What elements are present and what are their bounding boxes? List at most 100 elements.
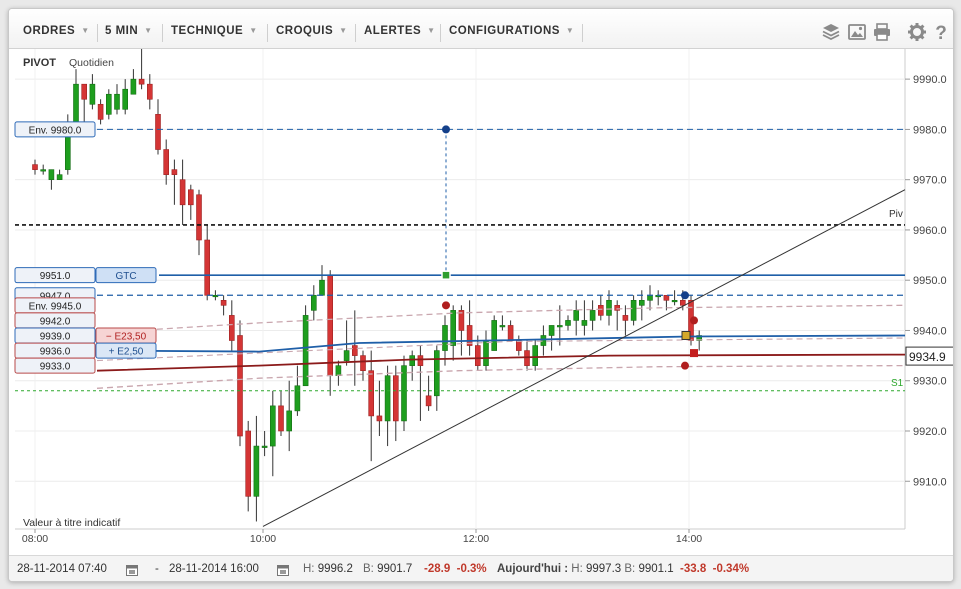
candle[interactable] bbox=[589, 310, 596, 321]
candle[interactable] bbox=[188, 189, 194, 206]
candle[interactable] bbox=[409, 355, 416, 366]
candle[interactable] bbox=[138, 78, 145, 85]
trendline[interactable] bbox=[262, 189, 906, 527]
candle[interactable] bbox=[565, 320, 571, 326]
candle[interactable] bbox=[220, 300, 227, 306]
candle[interactable] bbox=[130, 78, 137, 95]
candle[interactable] bbox=[368, 370, 375, 417]
order-marker[interactable] bbox=[441, 270, 451, 280]
order-tag-badge[interactable] bbox=[95, 267, 157, 284]
candle[interactable] bbox=[229, 315, 235, 341]
candle[interactable] bbox=[401, 365, 407, 422]
candle[interactable] bbox=[122, 88, 128, 110]
image-icon[interactable] bbox=[847, 22, 867, 42]
candle[interactable] bbox=[696, 335, 703, 341]
candle[interactable] bbox=[450, 310, 457, 346]
menu-interval[interactable]: 5 MIN ▼ bbox=[105, 25, 153, 37]
candle[interactable] bbox=[376, 415, 383, 422]
candle[interactable] bbox=[97, 103, 104, 120]
candle[interactable] bbox=[89, 83, 96, 105]
candle[interactable] bbox=[32, 164, 38, 170]
candle[interactable] bbox=[212, 294, 219, 298]
order-tag[interactable]: 9951.0 GTC bbox=[14, 267, 157, 284]
candle[interactable] bbox=[614, 305, 621, 311]
candle[interactable] bbox=[278, 405, 284, 432]
candle[interactable] bbox=[351, 345, 358, 356]
candle[interactable] bbox=[679, 300, 686, 306]
candle[interactable] bbox=[597, 305, 604, 316]
help-icon[interactable]: ? bbox=[931, 22, 951, 42]
calendar-icon[interactable] bbox=[126, 564, 138, 576]
candle[interactable] bbox=[573, 310, 580, 321]
menu-ordres[interactable]: ORDRES ▼ bbox=[23, 25, 90, 37]
candle[interactable] bbox=[548, 325, 555, 336]
order-marker[interactable] bbox=[690, 316, 698, 325]
candle[interactable] bbox=[48, 169, 55, 180]
candle[interactable] bbox=[540, 335, 547, 346]
order-tag[interactable]: 9936.0 + E2,50 bbox=[14, 342, 157, 359]
order-tag-box[interactable] bbox=[14, 267, 96, 284]
gear-icon[interactable] bbox=[907, 22, 927, 42]
order-tag[interactable]: Env. 9945.0 bbox=[14, 297, 96, 314]
price-chart[interactable]: Piv S1 9934.9 9910.0 9920.0 9930.0 9940.0 9950… bbox=[9, 9, 954, 555]
candle[interactable] bbox=[442, 325, 448, 351]
candle[interactable] bbox=[73, 83, 79, 125]
candle[interactable] bbox=[155, 114, 161, 150]
candle[interactable] bbox=[310, 294, 317, 311]
menu-croquis[interactable]: CROQUIS ▼ bbox=[276, 25, 348, 37]
candle[interactable] bbox=[556, 325, 563, 328]
candle[interactable] bbox=[106, 93, 112, 115]
order-tag[interactable]: 9942.0 bbox=[14, 312, 96, 329]
candle[interactable] bbox=[638, 300, 645, 306]
candle[interactable] bbox=[466, 325, 473, 346]
candle[interactable] bbox=[163, 149, 169, 175]
candle[interactable] bbox=[294, 385, 301, 412]
candle[interactable] bbox=[343, 350, 350, 361]
candle[interactable] bbox=[499, 325, 506, 328]
candle[interactable] bbox=[237, 335, 243, 437]
candle[interactable] bbox=[630, 300, 637, 321]
candle[interactable] bbox=[360, 355, 366, 371]
candle[interactable] bbox=[253, 445, 260, 497]
candle[interactable] bbox=[663, 294, 670, 301]
menu-configurations[interactable]: CONFIGURATIONS ▼ bbox=[449, 25, 575, 37]
order-marker[interactable] bbox=[681, 361, 689, 370]
plot-area[interactable] bbox=[15, 49, 905, 529]
candle[interactable] bbox=[425, 395, 432, 407]
candle[interactable] bbox=[458, 310, 465, 331]
candle[interactable] bbox=[433, 350, 440, 397]
order-marker[interactable] bbox=[690, 349, 698, 358]
candle[interactable] bbox=[532, 345, 539, 366]
candle[interactable] bbox=[671, 300, 678, 303]
candle[interactable] bbox=[647, 294, 653, 301]
candle[interactable] bbox=[417, 355, 424, 366]
order-tag-box[interactable] bbox=[14, 121, 96, 138]
candle[interactable] bbox=[179, 179, 186, 206]
order-tag-box[interactable] bbox=[14, 357, 96, 374]
order-tag-badge[interactable] bbox=[95, 342, 157, 359]
candle[interactable] bbox=[114, 93, 120, 110]
candle[interactable] bbox=[56, 174, 63, 180]
candle[interactable] bbox=[392, 375, 399, 422]
order-marker[interactable] bbox=[442, 301, 450, 310]
order-marker[interactable] bbox=[681, 330, 691, 340]
candle[interactable] bbox=[286, 410, 293, 432]
menu-technique[interactable]: TECHNIQUE ▼ bbox=[171, 25, 258, 37]
candle[interactable] bbox=[581, 320, 588, 326]
menu-alertes[interactable]: ALERTES ▼ bbox=[364, 25, 436, 37]
candle[interactable] bbox=[515, 340, 522, 351]
candle[interactable] bbox=[196, 194, 202, 241]
candle[interactable] bbox=[147, 83, 153, 100]
order-handle[interactable] bbox=[442, 125, 450, 134]
candle[interactable] bbox=[261, 445, 268, 448]
candle[interactable] bbox=[171, 169, 178, 175]
candle[interactable] bbox=[474, 345, 481, 366]
order-tag[interactable]: 9933.0 bbox=[14, 357, 96, 374]
candle[interactable] bbox=[269, 405, 276, 447]
candle[interactable] bbox=[622, 315, 629, 321]
candle[interactable] bbox=[335, 365, 342, 377]
candle[interactable] bbox=[491, 320, 498, 351]
order-tag[interactable]: Env. 9980.0 bbox=[14, 121, 96, 138]
candle[interactable] bbox=[327, 274, 334, 377]
candle[interactable] bbox=[319, 279, 325, 296]
